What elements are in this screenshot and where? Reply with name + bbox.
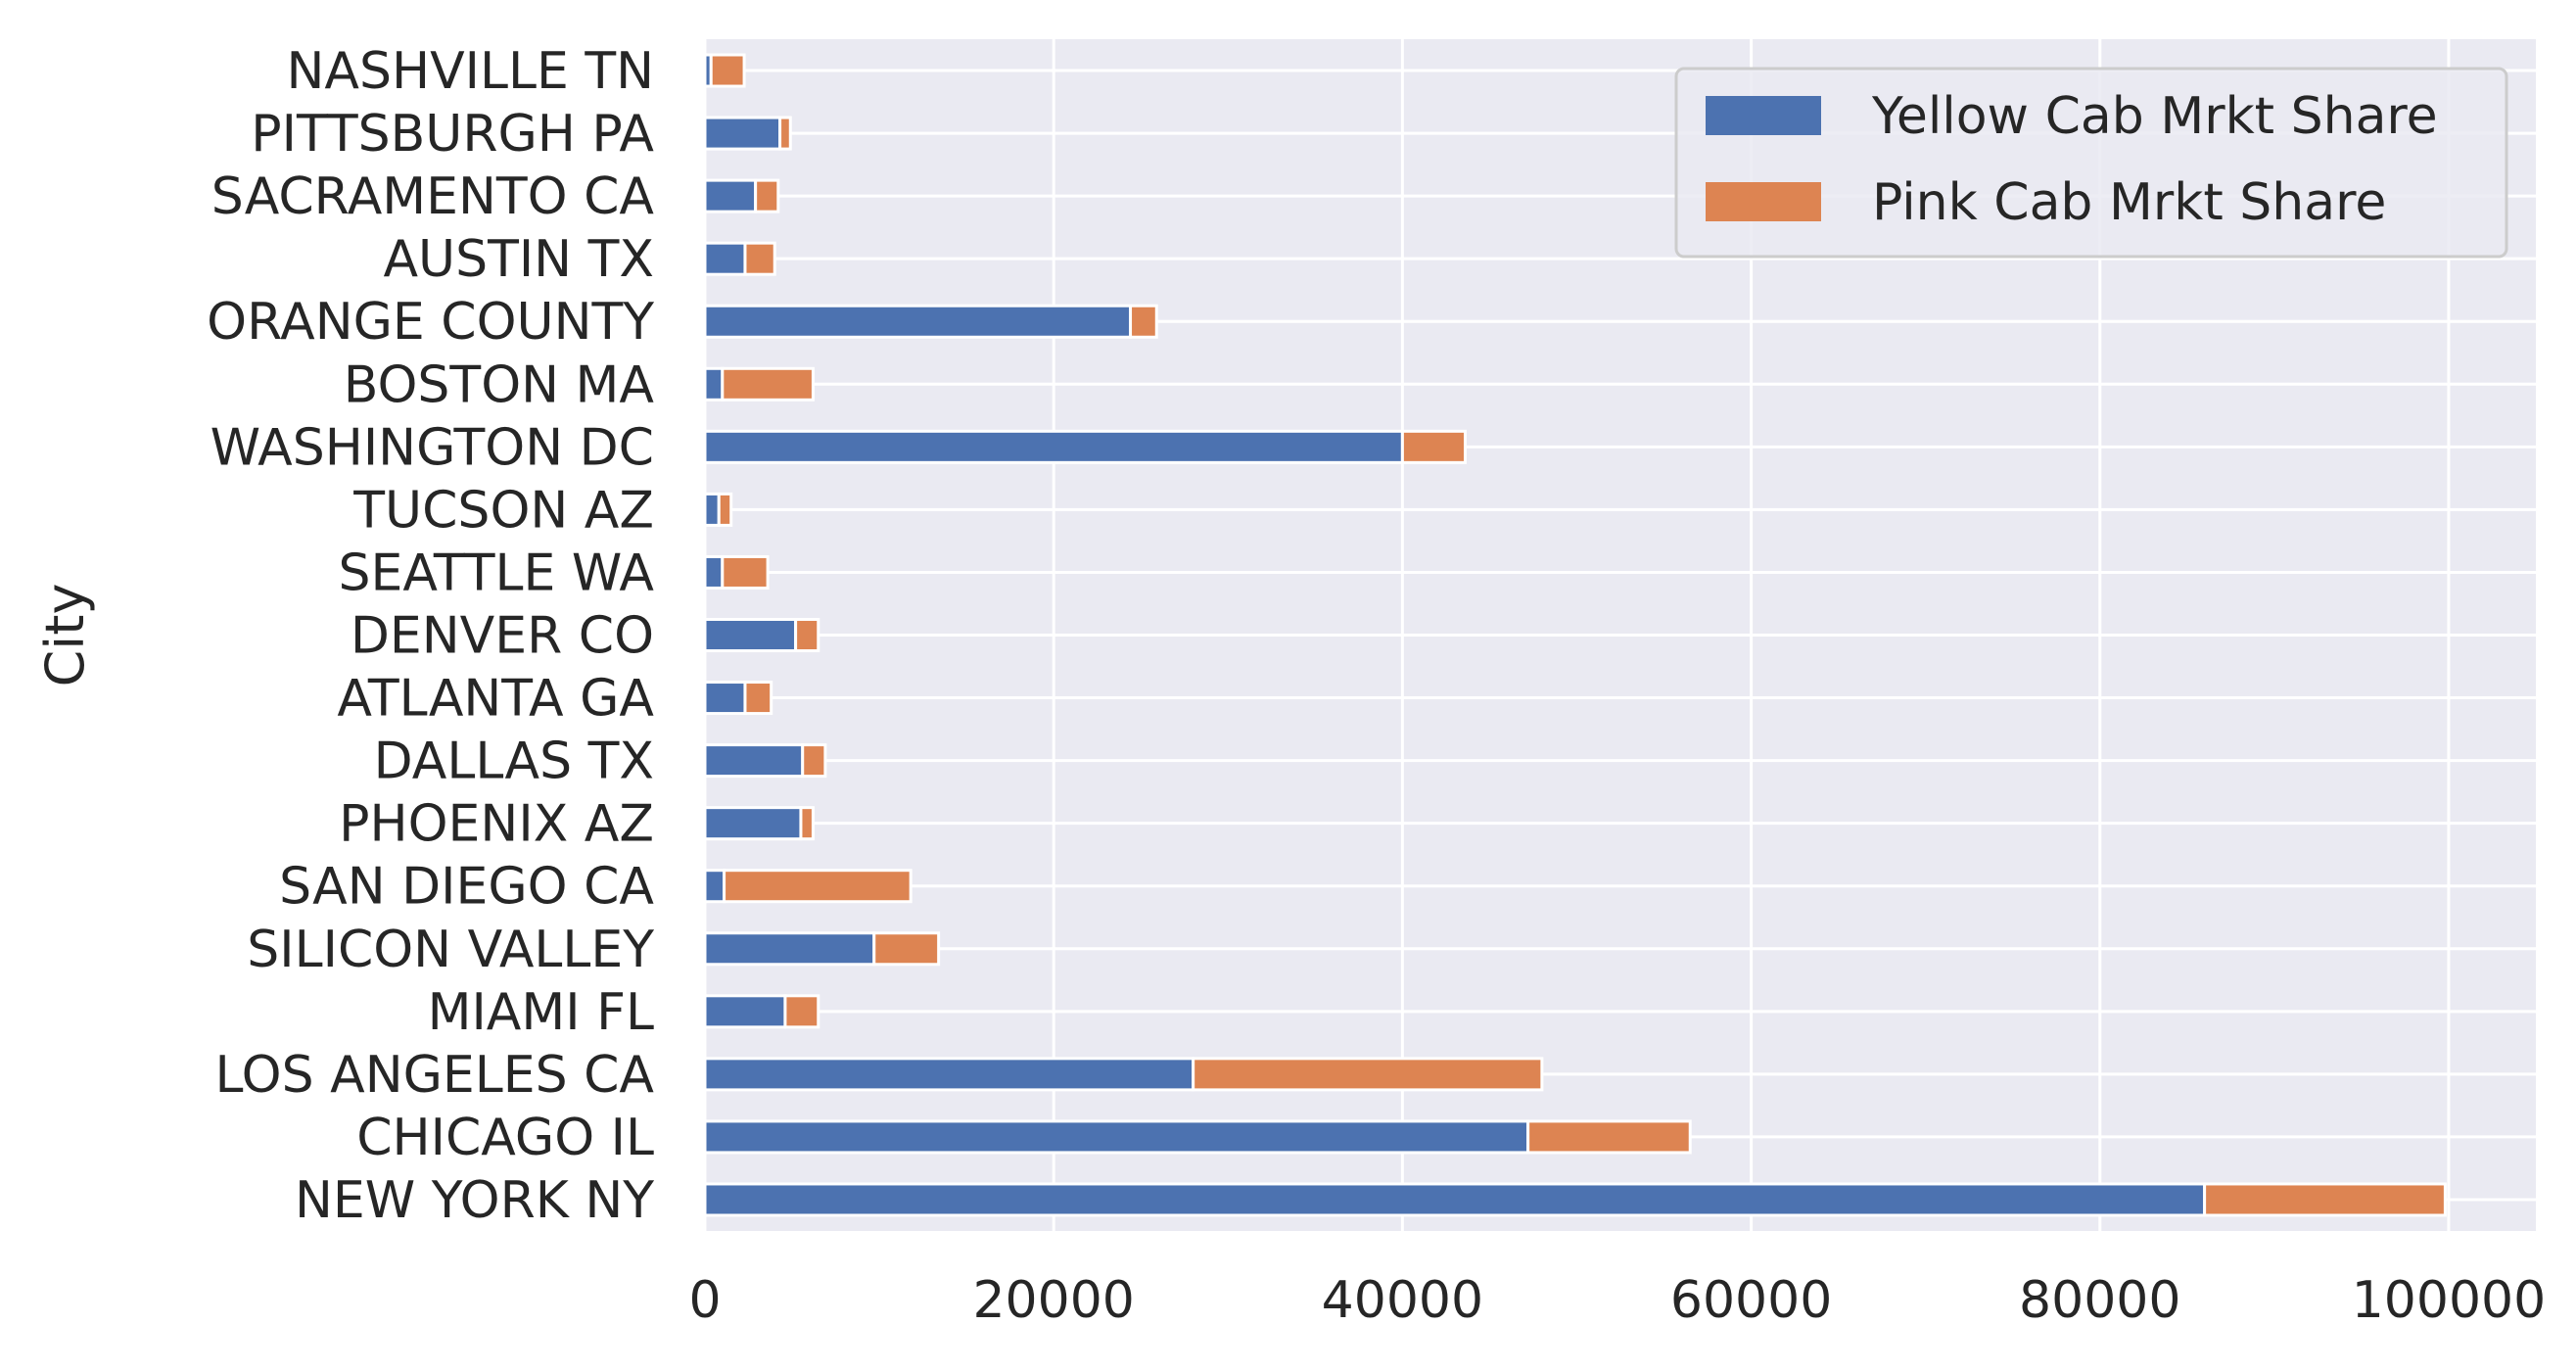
bar-pink-cab [2203,1182,2447,1217]
y-tick-label: SILICON VALLEY [247,921,654,979]
bar-yellow-cab [703,492,721,527]
bar-yellow-cab [703,869,726,904]
y-tick-label: SAN DIEGO CA [279,858,654,917]
x-tick-label: 60000 [1670,1271,1832,1330]
x-tick-label: 40000 [1322,1271,1483,1330]
y-tick-label: AUSTIN TX [383,230,654,289]
bar-pink-cab [721,554,770,590]
bar-yellow-cab [703,806,803,841]
bar-pink-cab [794,617,820,653]
legend-box [1674,67,2508,259]
bar-yellow-cab [703,743,805,779]
y-tick-label: PITTSBURGH PA [251,105,654,164]
y-tick-label: LOS ANGELES CA [215,1046,655,1105]
y-tick-label: SACRAMENTO CA [211,167,655,226]
bar-pink-cab [717,492,733,527]
bar-yellow-cab [703,681,747,716]
y-tick-label: ATLANTA GA [337,670,654,729]
bar-yellow-cab [703,931,876,967]
bar-yellow-cab [703,178,758,213]
bar-pink-cab [799,806,815,841]
legend-label: Yellow Cab Mrkt Share [1871,87,2438,146]
bar-yellow-cab [703,241,747,276]
bar-yellow-cab [703,429,1404,464]
y-tick-label: PHOENIX AZ [339,795,654,854]
y-tick-label: BOSTON MA [344,355,655,414]
bar-yellow-cab [703,116,782,151]
x-tick-label: 0 [688,1271,721,1330]
x-tick-label: 80000 [2019,1271,2180,1330]
y-tick-label: DALLAS TX [374,733,654,791]
bar-yellow-cab [703,554,725,590]
bar-pink-cab [709,53,746,88]
x-tick-label: 100000 [2352,1271,2547,1330]
bar-yellow-cab [703,1057,1195,1092]
legend-label: Pink Cab Mrkt Share [1872,173,2386,232]
bar-pink-cab [801,743,827,779]
bar-yellow-cab [703,1119,1530,1155]
y-axis-label: City [34,584,96,687]
bar-yellow-cab [703,617,798,653]
legend-swatch [1706,96,1821,135]
bar-pink-cab [723,869,913,904]
x-tick-label: 20000 [972,1271,1134,1330]
bar-pink-cab [743,681,773,716]
bar-pink-cab [783,994,820,1029]
bar-pink-cab [1129,304,1158,339]
y-tick-label: WASHINGTON DC [211,418,654,477]
y-tick-label: SEATTLE WA [338,544,654,602]
bar-pink-cab [743,241,776,276]
bar-pink-cab [1526,1119,1692,1155]
bar-yellow-cab [703,366,725,402]
y-tick-label: CHICAGO IL [356,1109,654,1167]
y-tick-label: ORANGE COUNTY [207,293,654,352]
y-tick-label: NEW YORK NY [295,1171,654,1230]
bar-pink-cab [721,366,815,402]
bar-pink-cab [1192,1057,1544,1092]
bar-yellow-cab [703,994,787,1029]
y-tick-label: MIAMI FL [428,983,654,1042]
bar-pink-cab [754,178,780,213]
y-tick-label: DENVER CO [351,607,654,666]
y-tick-label: NASHVILLE TN [287,42,654,101]
legend-swatch [1706,182,1821,221]
bar-pink-cab [872,931,941,967]
bar-yellow-cab [703,1182,2207,1217]
bar-pink-cab [778,116,792,151]
bar-pink-cab [1400,429,1467,464]
y-tick-label: TUCSON AZ [352,481,654,540]
bar-yellow-cab [703,304,1133,339]
